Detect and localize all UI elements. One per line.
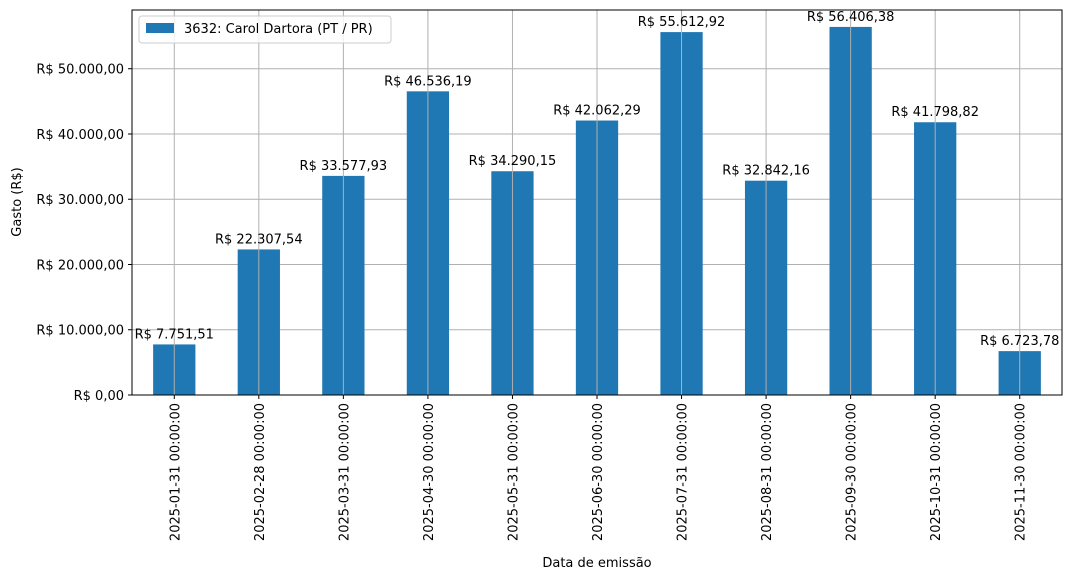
value-label: R$ 32.842,16 [722,164,810,179]
value-label: R$ 34.290,15 [469,154,557,169]
x-tick-label: 2025-10-31 00:00:00 [929,403,944,541]
value-label: R$ 41.798,82 [891,105,979,120]
y-axis-ticks: R$ 0,00 R$ 10.000,00 R$ 20.000,00 R$ 30.000… [36,63,132,404]
legend-label: 3632: Carol Dartora (PT / PR) [184,22,373,37]
y-tick-label: R$ 0,00 [74,389,124,404]
x-axis-ticks: 2025-01-31 00:00:00 2025-02-28 00:00:00 20… [168,395,1029,541]
y-axis-label: Gasto (R$) [10,167,25,236]
y-tick-label: R$ 30.000,00 [36,193,124,208]
x-tick-label: 2025-11-30 00:00:00 [1014,403,1029,541]
value-label: R$ 33.577,93 [300,159,388,174]
x-tick-label: 2025-03-31 00:00:00 [337,403,352,541]
y-tick-label: R$ 20.000,00 [36,258,124,273]
y-tick-label: R$ 10.000,00 [36,324,124,339]
x-tick-label: 2025-02-28 00:00:00 [253,403,268,541]
x-tick-label: 2025-01-31 00:00:00 [168,403,183,541]
legend-swatch [146,23,174,33]
value-labels: R$ 7.751,51 R$ 22.307,54 R$ 33.577,93 R$ 46… [135,10,1059,395]
value-label: R$ 42.062,29 [553,104,641,119]
x-tick-label: 2025-06-30 00:00:00 [591,403,606,541]
legend: 3632: Carol Dartora (PT / PR) [138,15,392,44]
x-tick-label: 2025-08-31 00:00:00 [760,403,775,541]
value-label: R$ 56.406,38 [807,10,895,25]
x-tick-label: 2025-07-31 00:00:00 [676,403,691,541]
value-label: R$ 46.536,19 [384,74,472,89]
x-tick-label: 2025-05-31 00:00:00 [506,403,521,541]
x-tick-label: 2025-04-30 00:00:00 [422,403,437,541]
x-tick-label: 2025-09-30 00:00:00 [845,403,860,541]
value-label: R$ 22.307,54 [215,232,303,247]
y-tick-label: R$ 40.000,00 [36,128,124,143]
value-label: R$ 55.612,92 [638,15,726,30]
value-label: R$ 7.751,51 [135,327,214,342]
x-axis-label: Data de emissão [542,556,651,571]
value-label: R$ 6.723,78 [980,334,1059,349]
legend-box [138,15,392,44]
y-tick-label: R$ 50.000,00 [36,63,124,78]
